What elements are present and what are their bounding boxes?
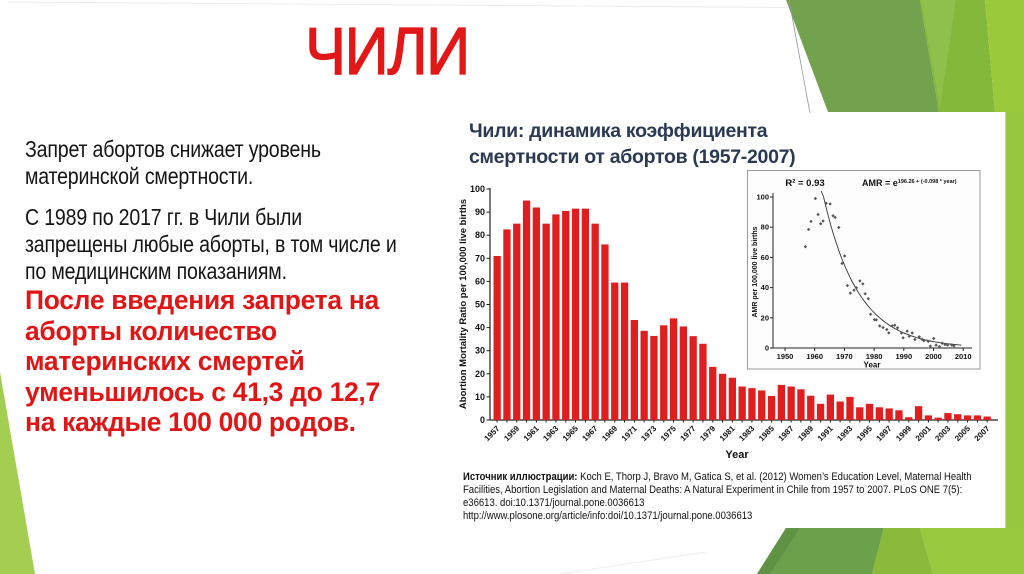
svg-text:1979: 1979	[698, 424, 717, 443]
svg-text:1970: 1970	[836, 352, 853, 361]
svg-text:80: 80	[475, 230, 485, 240]
svg-text:60: 60	[761, 253, 769, 262]
svg-text:1987: 1987	[777, 424, 796, 443]
svg-text:AMR = e196.26 + (-0.098 * year: AMR = e196.26 + (-0.098 * year)	[862, 178, 957, 188]
svg-text:Abortion Mortality Ratio per 1: Abortion Mortality Ratio per 100,000 liv…	[458, 199, 469, 409]
svg-text:Year: Year	[864, 361, 881, 370]
svg-text:1981: 1981	[718, 424, 737, 443]
svg-text:1969: 1969	[600, 424, 619, 443]
svg-text:2000: 2000	[925, 352, 942, 361]
svg-text:0: 0	[765, 344, 769, 353]
svg-text:1957: 1957	[483, 424, 502, 443]
svg-text:10: 10	[475, 392, 485, 402]
svg-text:20: 20	[475, 369, 485, 379]
svg-text:1973: 1973	[639, 424, 658, 443]
svg-text:100: 100	[756, 193, 769, 202]
svg-text:0: 0	[480, 415, 485, 425]
svg-text:40: 40	[761, 283, 769, 292]
svg-text:80: 80	[761, 223, 769, 232]
svg-text:1993: 1993	[835, 424, 854, 443]
svg-text:R² = 0.93: R² = 0.93	[785, 178, 824, 189]
svg-text:70: 70	[475, 253, 485, 263]
svg-text:30: 30	[475, 346, 485, 356]
svg-text:60: 60	[475, 276, 485, 286]
svg-text:2010: 2010	[955, 352, 972, 361]
svg-text:100: 100	[470, 184, 485, 194]
svg-text:1985: 1985	[757, 424, 776, 443]
svg-text:AMR per 100,000 live births: AMR per 100,000 live births	[752, 226, 759, 317]
svg-text:1990: 1990	[895, 352, 912, 361]
svg-text:1961: 1961	[522, 424, 541, 443]
svg-text:50: 50	[475, 300, 485, 310]
svg-text:90: 90	[475, 207, 485, 217]
svg-text:1980: 1980	[866, 352, 883, 361]
svg-text:1999: 1999	[894, 424, 913, 443]
svg-text:1950: 1950	[777, 352, 794, 361]
svg-text:1997: 1997	[875, 424, 894, 443]
svg-text:1975: 1975	[659, 424, 678, 443]
svg-text:Year: Year	[725, 449, 749, 461]
svg-text:1995: 1995	[855, 424, 874, 443]
svg-text:2005: 2005	[953, 424, 972, 443]
svg-text:1963: 1963	[541, 424, 560, 443]
svg-text:1991: 1991	[816, 424, 835, 443]
svg-text:1965: 1965	[561, 424, 580, 443]
svg-text:1959: 1959	[502, 424, 521, 443]
svg-text:1960: 1960	[806, 352, 823, 361]
svg-text:1989: 1989	[796, 424, 815, 443]
svg-text:1983: 1983	[737, 424, 756, 443]
svg-text:1977: 1977	[679, 424, 698, 443]
svg-text:40: 40	[475, 323, 485, 333]
svg-text:20: 20	[761, 313, 769, 322]
svg-text:1971: 1971	[620, 424, 639, 443]
svg-text:2001: 2001	[914, 424, 933, 443]
svg-text:1967: 1967	[581, 424, 600, 443]
svg-text:2003: 2003	[933, 424, 952, 443]
svg-text:2007: 2007	[973, 424, 992, 443]
